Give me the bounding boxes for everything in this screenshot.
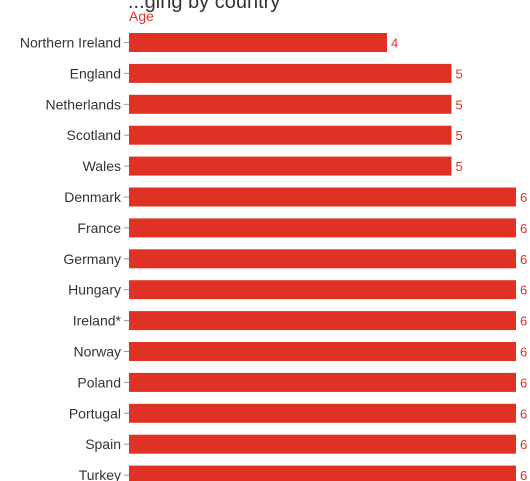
category-label: France <box>77 220 121 236</box>
category-label: Germany <box>63 251 121 267</box>
bar-row: Netherlands 5 <box>46 94 463 114</box>
value-label: 6 <box>520 345 527 360</box>
bar-row: Spain 6 <box>85 434 527 454</box>
value-label: 6 <box>520 375 527 390</box>
bar <box>129 465 516 481</box>
value-label: 6 <box>520 190 527 205</box>
value-axis-label: Age <box>129 8 154 24</box>
bar <box>129 249 516 269</box>
bar-row: Norway 6 <box>74 342 527 361</box>
value-label: 6 <box>520 406 527 421</box>
value-label: 6 <box>520 252 527 267</box>
bar-row: Portugal 6 <box>69 403 527 423</box>
category-label: Netherlands <box>46 96 122 112</box>
category-label: Hungary <box>68 282 121 298</box>
bar <box>129 94 452 114</box>
bar-row: Denmark 6 <box>64 187 527 207</box>
bar <box>129 187 516 207</box>
category-label: Denmark <box>64 189 122 205</box>
bar-row: Wales 5 <box>83 156 463 176</box>
bar <box>129 125 452 145</box>
bar <box>129 311 516 331</box>
value-label: 5 <box>456 66 463 81</box>
bar <box>129 434 516 454</box>
chart-title: ...ging by country <box>128 0 280 13</box>
bar-row: England 5 <box>70 63 463 83</box>
value-label: 4 <box>391 36 398 51</box>
bar <box>129 403 516 423</box>
bar <box>129 372 516 392</box>
bar <box>129 63 452 83</box>
category-label: Portugal <box>69 405 121 421</box>
value-label: 6 <box>520 221 527 236</box>
value-label: 6 <box>520 283 527 298</box>
category-label: Ireland* <box>73 313 122 329</box>
bar <box>129 33 387 52</box>
category-label: Scotland <box>67 127 121 143</box>
value-label: 6 <box>520 468 527 481</box>
category-label: Spain <box>85 436 121 452</box>
category-label: Turkey <box>79 467 121 481</box>
bar <box>129 156 452 176</box>
bar <box>129 280 516 300</box>
bar <box>129 218 516 238</box>
bar-row: Scotland 5 <box>67 125 463 145</box>
category-label: England <box>70 65 121 81</box>
value-label: 5 <box>456 159 463 174</box>
bar-row: Poland 6 <box>77 372 527 392</box>
category-label: Norway <box>74 344 121 360</box>
value-label: 6 <box>520 314 527 329</box>
value-label: 6 <box>520 437 527 452</box>
bar-row: Ireland* 6 <box>73 311 527 331</box>
category-label: Northern Ireland <box>20 35 121 51</box>
value-label: 5 <box>456 128 463 143</box>
bar-row: Turkey 6 <box>79 465 527 481</box>
bar-row: Hungary 6 <box>68 280 527 300</box>
bar-row: Northern Ireland 4 <box>20 33 398 52</box>
value-label: 5 <box>456 97 463 112</box>
category-label: Poland <box>77 374 121 390</box>
category-label: Wales <box>83 158 121 174</box>
bar <box>129 342 516 361</box>
bar-row: France 6 <box>77 218 527 238</box>
bar-row: Germany 6 <box>63 249 527 269</box>
